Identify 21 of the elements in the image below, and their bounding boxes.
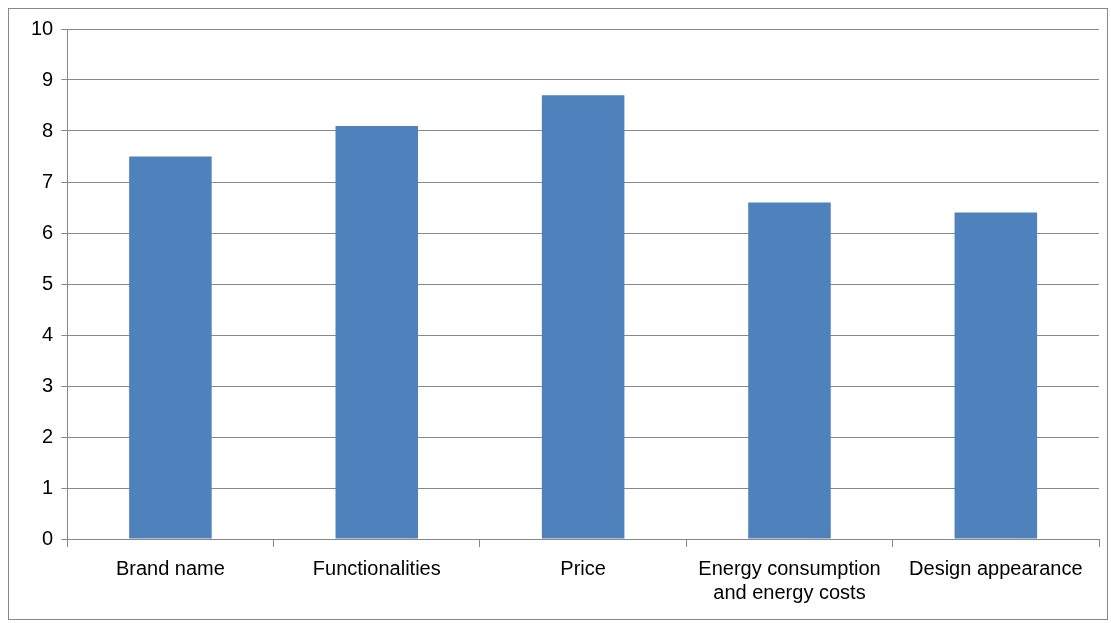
y-tick-label: 6 [42, 220, 54, 243]
y-tick-label: 8 [42, 118, 54, 141]
y-tick-label: 4 [42, 322, 54, 345]
x-tick-label: Design appearance [909, 556, 1083, 579]
x-tick-label: Price [560, 556, 606, 579]
x-tick-label: Brand name [115, 556, 225, 579]
bar [954, 212, 1038, 539]
bar [541, 95, 625, 539]
y-tick-label: 2 [42, 424, 54, 447]
y-tick-label: 7 [42, 169, 54, 192]
x-tick-label: Functionalities [312, 556, 441, 579]
y-tick-label: 0 [42, 526, 54, 549]
y-tick-label: 1 [42, 475, 54, 498]
y-tick-label: 9 [42, 67, 54, 90]
y-tick-label: 3 [42, 373, 54, 396]
x-tick-label: Energy consumption and energy costs [698, 556, 881, 603]
bar [129, 156, 212, 539]
y-tick-label: 5 [42, 271, 54, 294]
bar [335, 125, 419, 539]
bar [748, 202, 831, 539]
y-tick-label: 10 [31, 16, 54, 39]
